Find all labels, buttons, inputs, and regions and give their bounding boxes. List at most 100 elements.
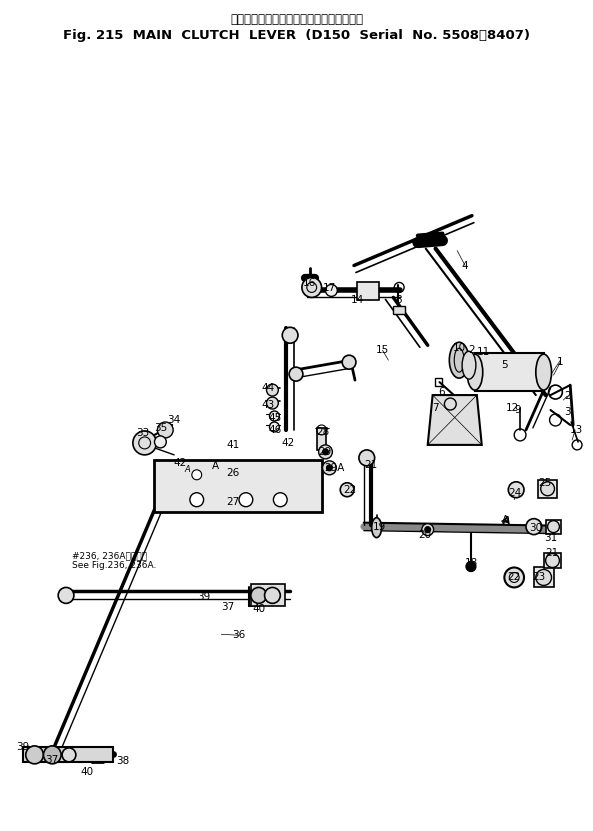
Text: 33: 33 [136,428,149,438]
Text: メイン　クラッチ　レバー（　　適用号機: メイン クラッチ レバー（ 適用号機 [230,12,363,26]
Bar [317,428,327,450]
Text: 30: 30 [529,523,543,533]
Circle shape [133,431,157,455]
Text: 14: 14 [350,295,364,305]
Bar [546,519,562,534]
Text: A: A [503,516,510,526]
Bar [393,307,405,314]
Text: 4: 4 [462,260,468,271]
Circle shape [58,588,74,603]
Text: 37: 37 [46,755,59,765]
Text: 7: 7 [432,403,439,413]
Text: 40: 40 [80,767,93,777]
Text: 40: 40 [252,604,265,614]
Text: 27: 27 [227,497,240,507]
Text: 9: 9 [515,405,521,415]
Text: 39: 39 [197,593,211,602]
Text: 34: 34 [167,415,181,425]
Text: 2: 2 [468,345,475,355]
Circle shape [266,384,278,396]
Circle shape [422,524,433,536]
Circle shape [155,436,166,448]
Bar [475,353,544,391]
Text: 11: 11 [477,347,490,357]
Circle shape [526,519,542,534]
Circle shape [62,748,76,762]
Text: 46: 46 [269,425,282,435]
Text: 19: 19 [373,522,386,532]
Ellipse shape [541,482,554,496]
Text: Fig. 215  MAIN  CLUTCH  LEVER  (D150  Serial  No. 5508～8407): Fig. 215 MAIN CLUTCH LEVER (D150 Serial … [63,29,530,42]
Text: 37: 37 [222,602,235,612]
Circle shape [25,746,43,764]
Text: 39: 39 [16,742,30,752]
Bar [155,460,321,512]
Text: 21: 21 [364,460,377,470]
Bar [435,378,442,386]
Text: A: A [502,514,509,524]
Text: 15: 15 [376,345,389,355]
Circle shape [323,449,329,455]
Circle shape [326,284,337,297]
Text: 8: 8 [395,295,401,305]
Text: 38: 38 [116,756,130,766]
Circle shape [318,445,332,459]
Text: A: A [184,465,190,475]
Circle shape [157,422,173,438]
Text: 26: 26 [227,468,240,478]
Polygon shape [428,395,482,445]
Text: 44: 44 [262,383,275,393]
Ellipse shape [536,354,551,390]
Text: 5: 5 [501,360,508,370]
Circle shape [264,588,280,603]
Circle shape [302,278,321,297]
Text: 42: 42 [173,458,187,468]
Circle shape [359,450,375,466]
Text: 22: 22 [343,484,356,494]
Text: 16: 16 [303,278,317,288]
Circle shape [269,411,279,421]
Text: #236, 236Aの部品は: #236, 236Aの部品は [72,551,147,560]
Circle shape [505,568,524,588]
Text: 1: 1 [557,357,564,367]
Text: 21: 21 [545,548,558,558]
Text: 24: 24 [509,488,522,498]
Ellipse shape [462,352,476,379]
Ellipse shape [536,569,551,585]
Bar [534,568,553,588]
Ellipse shape [467,354,483,390]
Circle shape [266,397,278,409]
Text: 41: 41 [227,440,240,450]
Circle shape [192,470,202,479]
Text: See Fig.236, 236A.: See Fig.236, 236A. [72,561,157,570]
Circle shape [340,483,354,497]
Ellipse shape [449,342,469,378]
Text: 36: 36 [232,630,246,640]
Text: 20: 20 [418,529,431,539]
Circle shape [282,327,298,343]
Text: 3: 3 [564,407,570,417]
Circle shape [251,588,266,603]
Text: 42: 42 [282,438,295,448]
Bar [251,584,285,607]
Text: 25: 25 [538,478,551,488]
Circle shape [342,355,356,369]
Circle shape [425,527,431,533]
Ellipse shape [547,521,559,533]
Text: 17: 17 [323,283,336,293]
Circle shape [190,493,203,507]
Circle shape [508,482,524,498]
Ellipse shape [546,553,559,568]
Text: 29A: 29A [324,463,345,473]
Text: 6: 6 [438,387,445,397]
Circle shape [323,461,336,475]
Text: 45: 45 [269,413,282,423]
Bar [357,283,378,300]
Text: A: A [212,461,219,471]
Text: 18: 18 [464,558,477,568]
Bar [544,553,562,568]
Text: 28: 28 [316,427,329,437]
Ellipse shape [372,518,381,538]
Text: 29: 29 [318,447,331,457]
Text: 22: 22 [508,573,521,583]
